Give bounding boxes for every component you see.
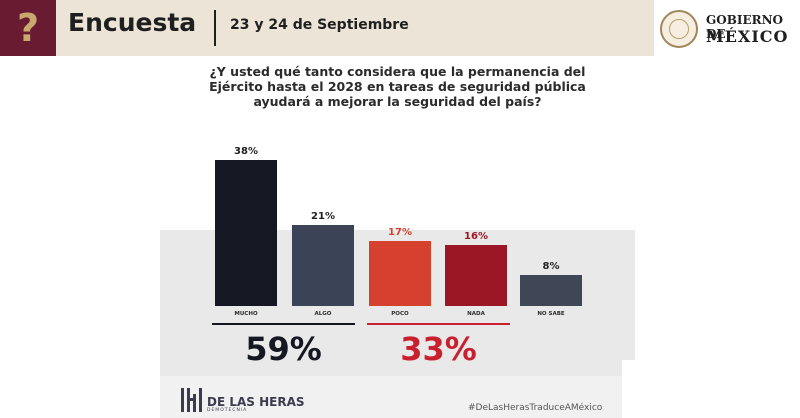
gobierno-logo-line1: GOBIERNO DE (706, 13, 783, 41)
hashtag: #DeLasHerasTraduceAMéxico (468, 403, 603, 413)
chart-question: ¿Y usted qué tanto considera que la perm… (209, 64, 586, 109)
category-label-nada: NADA (467, 311, 485, 317)
bar-nada (445, 244, 507, 306)
group-total-1: 59% (245, 330, 322, 368)
category-label-no-sabe: NO SABE (537, 311, 565, 317)
header-divider (214, 10, 216, 46)
header-banner: ? Encuesta 23 y 24 de Septiembre (0, 0, 654, 56)
group-total-2: 33% (400, 330, 477, 368)
value-label-nada: 16% (464, 230, 488, 242)
chart-footer-strip (160, 376, 635, 418)
group-underline-1 (212, 323, 355, 325)
bar-no-sabe (520, 275, 582, 306)
bar-poco (369, 240, 431, 306)
brand-name: DE LAS HERAS (207, 395, 305, 409)
white-corner (622, 360, 800, 418)
de-las-heras-logo-icon (181, 388, 202, 412)
bar-mucho (215, 160, 277, 306)
group-underline-2 (367, 323, 510, 325)
category-label-algo: ALGO (314, 311, 332, 317)
value-label-no-sabe: 8% (542, 261, 560, 273)
survey-date: 23 y 24 de Septiembre (230, 17, 409, 33)
page-title: Encuesta (68, 8, 197, 37)
value-label-mucho: 38% (234, 146, 258, 157)
mexico-seal-icon (660, 10, 698, 48)
category-label-poco: POCO (391, 311, 409, 317)
category-label-mucho: MUCHO (234, 311, 258, 317)
value-label-algo: 21% (311, 211, 335, 223)
value-label-poco: 17% (388, 226, 412, 238)
question-box: ? (0, 0, 56, 56)
bar-algo (292, 225, 354, 306)
gobierno-logo-line2: MÉXICO (706, 27, 789, 46)
question-mark-icon: ? (16, 6, 40, 50)
brand-subtitle: DEMOTECNIA (207, 408, 248, 413)
